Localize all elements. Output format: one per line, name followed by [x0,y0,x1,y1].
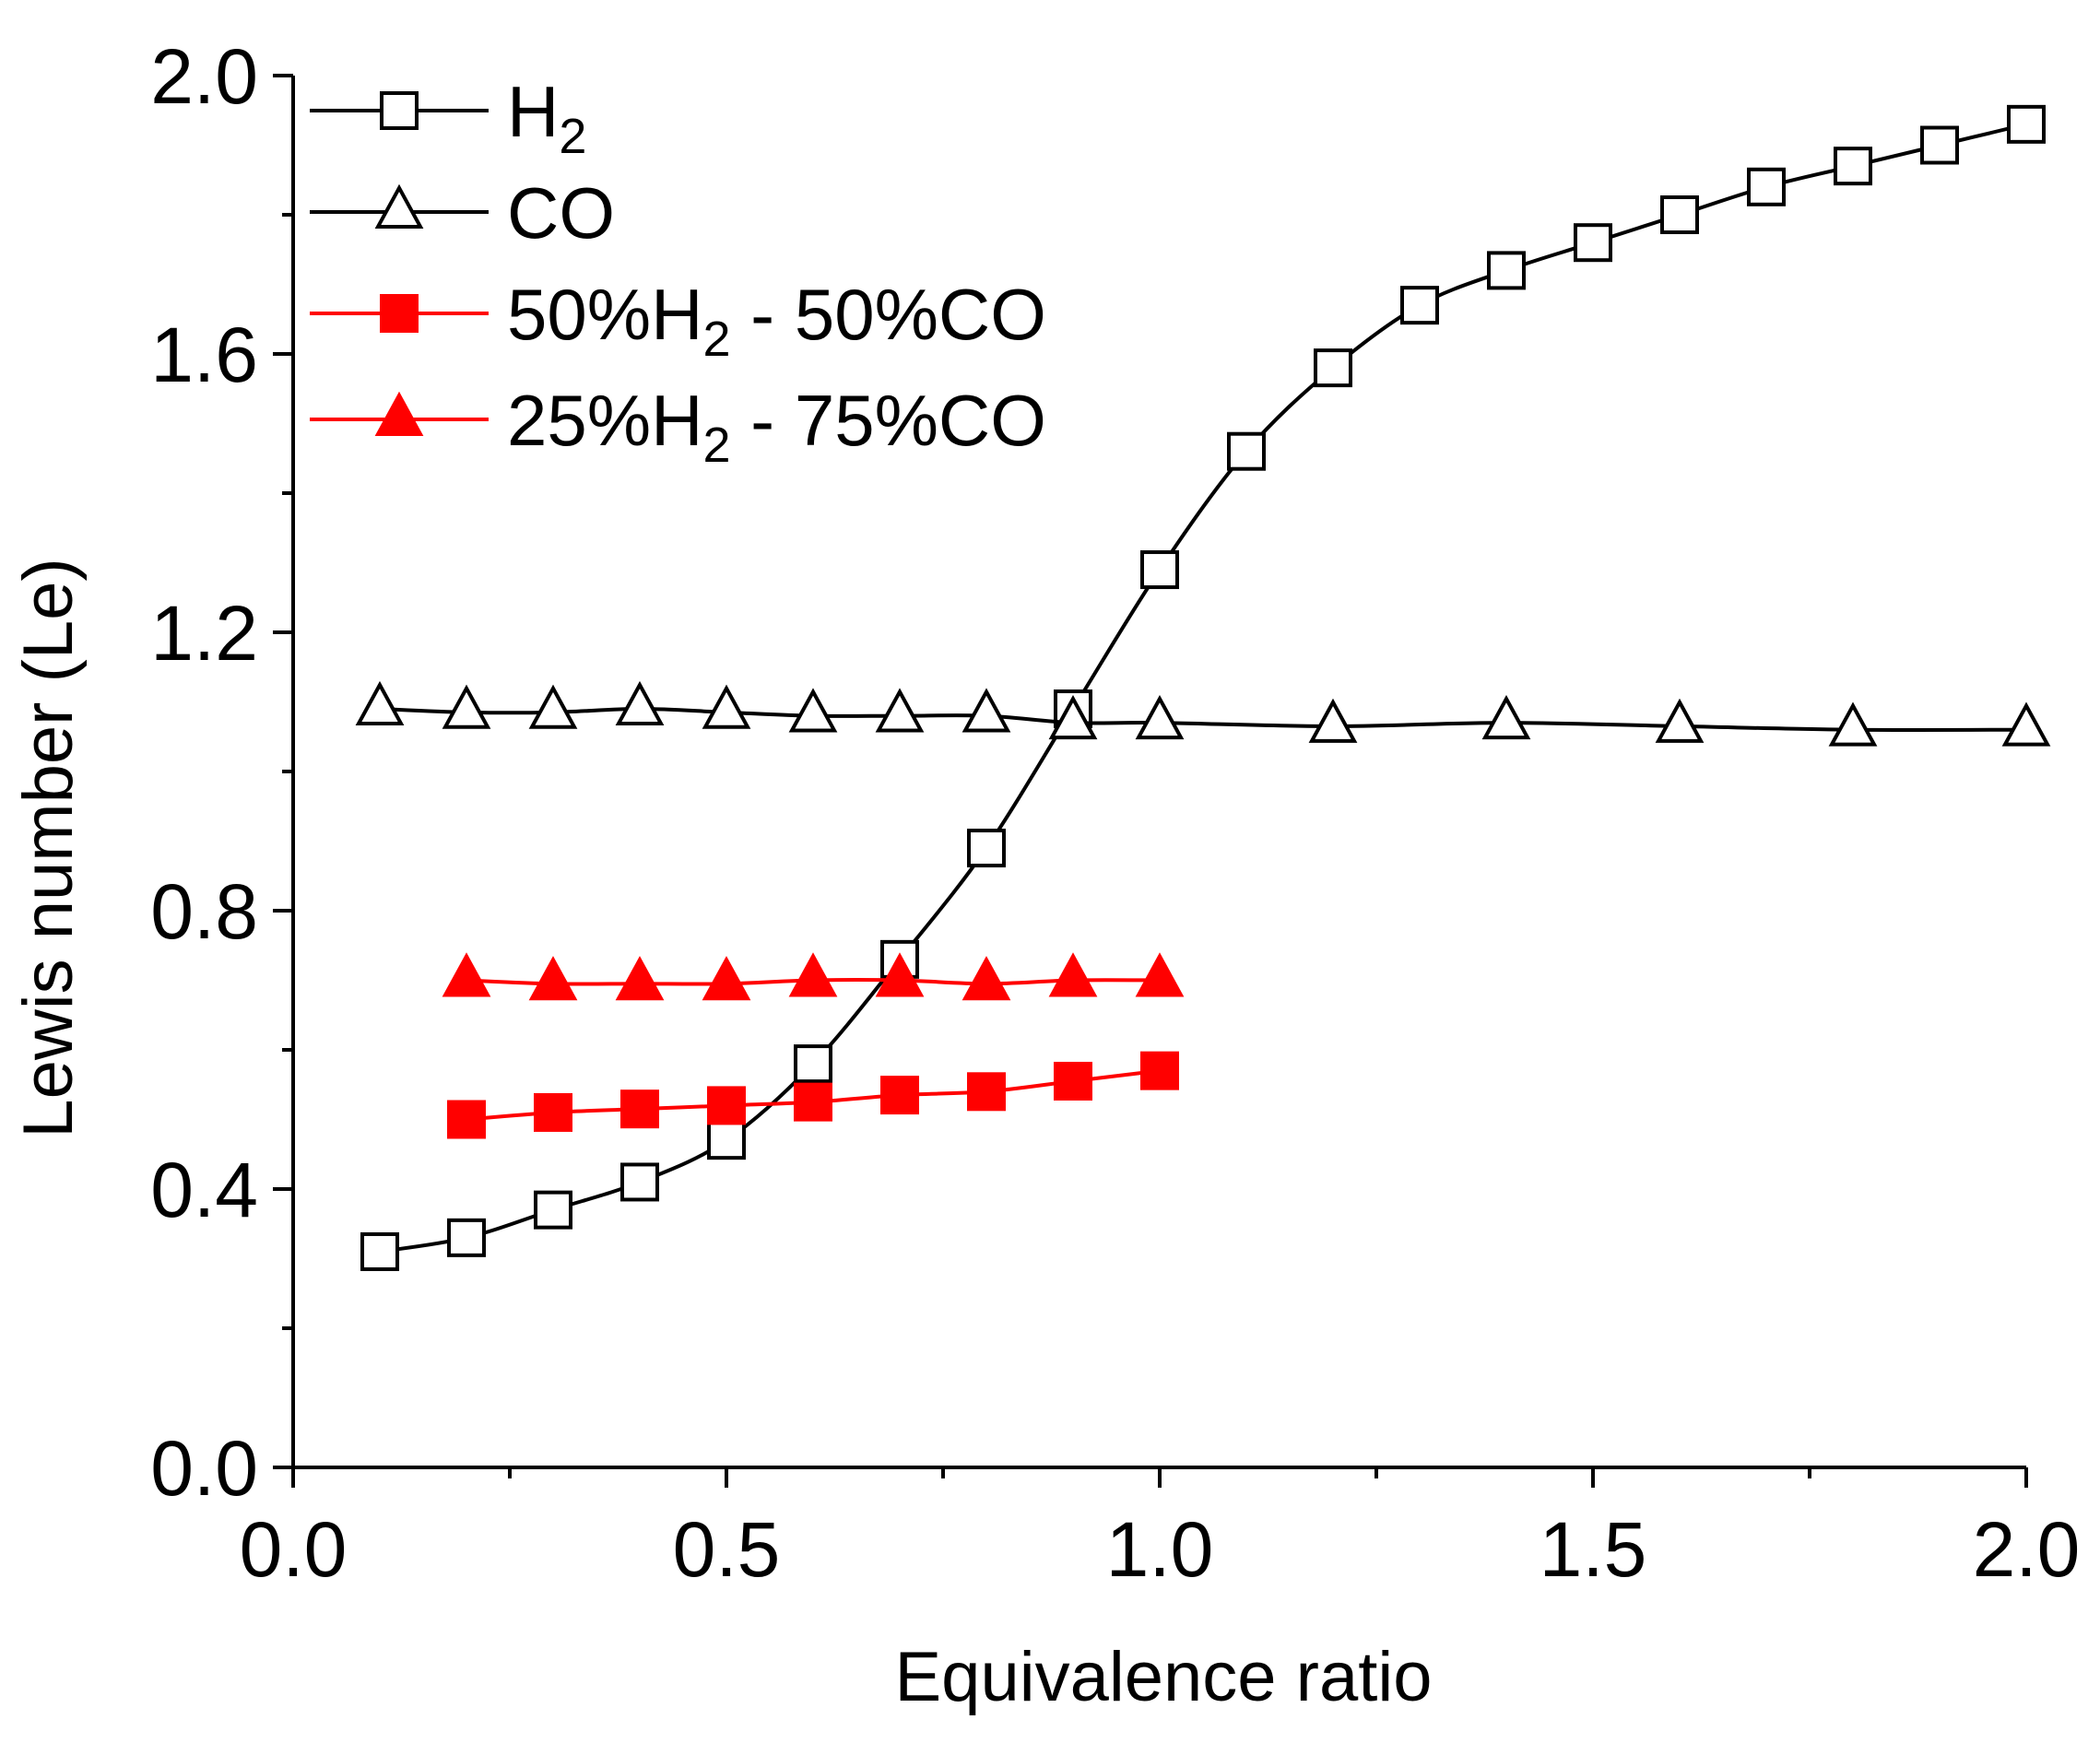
data-point [355,680,405,726]
y-tick-label: 0.8 [150,868,258,955]
y-tick-label: 0.0 [150,1425,258,1512]
data-point [1487,251,1526,290]
data-point [962,956,1011,1001]
series-3 [442,952,1185,1001]
legend-marker [374,183,424,229]
data-point [534,1190,572,1230]
series-0 [360,104,2046,1271]
data-point [702,956,751,1001]
data-point [967,1072,1006,1112]
legend-label: 50%H2 - 50%CO [507,274,1046,367]
data-point [1135,694,1185,740]
data-point [1314,348,1352,388]
data-point [360,1231,399,1271]
data-point [794,1044,832,1084]
data-point [707,1121,746,1160]
data-point [1655,698,1705,743]
data-point [962,688,1011,733]
x-tick-label: 2.0 [1973,1506,2081,1593]
legend-marker [374,391,424,436]
legend-label: CO [507,172,615,253]
x-axis-title: Equivalence ratio [894,1638,1432,1716]
series-2 [447,1051,1179,1139]
data-point [1135,952,1185,997]
data-point [788,952,838,997]
data-point [875,688,925,733]
data-point [1574,223,1612,263]
data-point [1828,701,1878,747]
x-tick-label: 0.5 [673,1506,781,1593]
y-tick-label: 2.0 [150,33,258,120]
data-point [1140,1051,1179,1090]
data-point [620,1162,659,1202]
series-1 [355,680,2051,747]
data-point [615,956,665,1001]
y-axis-ticks: 0.0 0.4 0.8 1.2 1.6 2.0 [150,33,293,1512]
legend-entry-2: 50%H2 - 50%CO [310,274,1046,367]
data-point [1834,147,1872,186]
data-point [1140,550,1179,590]
data-point [2007,104,2046,144]
data-point [2001,701,2051,747]
y-tick-label: 1.6 [150,312,258,398]
data-point [442,684,491,729]
data-point [707,1086,746,1125]
data-point [1048,952,1098,997]
data-point [447,1218,486,1257]
data-point [615,680,665,726]
x-tick-label: 1.0 [1106,1506,1214,1593]
data-point [1308,698,1358,743]
data-point [794,1082,832,1122]
legend-entry-0: H2 [310,71,586,164]
legend-entry-1: CO [310,172,615,253]
data-point [875,952,925,997]
legend-label: 25%H2 - 75%CO [507,380,1046,473]
data-point [1048,694,1098,740]
data-point [1400,286,1439,325]
plot-area [355,104,2051,1271]
data-point [1920,125,1959,165]
data-point [1747,167,1786,206]
y-tick-label: 1.2 [150,590,258,677]
data-point [528,956,578,1001]
x-tick-label: 1.5 [1540,1506,1647,1593]
y-axis-title: Lewis number (Le) [9,558,88,1137]
data-point [442,952,491,997]
legend-entry-3: 25%H2 - 75%CO [310,380,1046,473]
y-tick-label: 0.4 [150,1147,258,1233]
data-point [1660,195,1699,234]
data-point [1054,1061,1092,1101]
data-point [702,684,751,729]
x-axis-ticks: 0.0 0.5 1.0 1.5 2.0 [240,1467,2081,1593]
data-point [447,1100,486,1139]
legend-label: H2 [507,71,586,164]
x-tick-label: 0.0 [240,1506,348,1593]
data-point [1481,694,1531,740]
data-point [880,1076,919,1115]
legend-marker [380,294,419,333]
data-point [788,688,838,733]
data-point [620,1089,659,1129]
data-point [1227,431,1266,471]
data-point [534,1092,572,1132]
data-point [528,684,578,729]
data-point [967,829,1006,868]
legend-marker [380,91,419,130]
